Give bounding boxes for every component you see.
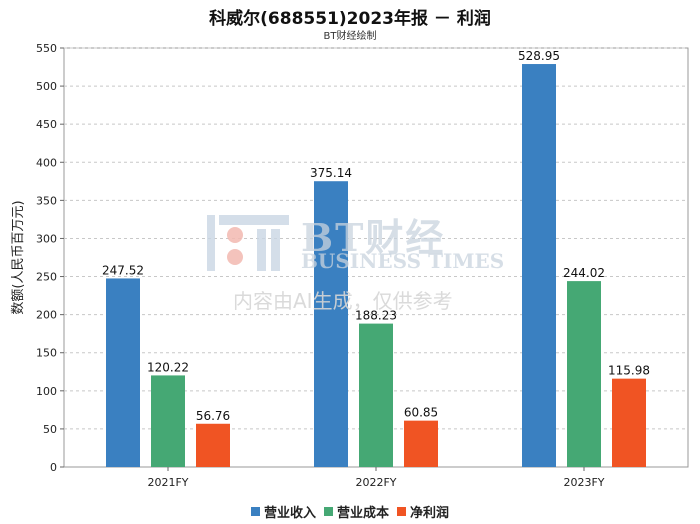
y-tick-label: 0 — [50, 461, 57, 474]
y-tick-label: 550 — [36, 42, 57, 55]
y-tick-label: 350 — [36, 194, 57, 207]
chart-subtitle: BT财经绘制 — [323, 31, 377, 42]
legend-item: 净利润 — [397, 502, 449, 521]
bar — [151, 375, 185, 467]
y-tick-label: 250 — [36, 271, 57, 284]
y-tick-label: 100 — [36, 385, 57, 398]
bar — [612, 378, 646, 467]
legend-item: 营业收入 — [250, 502, 316, 521]
bar-value-label: 60.85 — [404, 406, 438, 420]
bar-value-label: 120.22 — [147, 360, 189, 374]
x-tick-label: 2023FY — [563, 476, 604, 489]
legend-swatch — [250, 507, 260, 516]
bar — [404, 420, 438, 467]
legend-label: 营业收入 — [263, 506, 316, 521]
y-tick-label: 200 — [36, 309, 57, 322]
bar — [196, 423, 230, 467]
bar-value-label: 115.98 — [608, 364, 650, 378]
bar-value-label: 247.52 — [102, 263, 144, 277]
y-axis-label: 数额(人民币百万元) — [11, 200, 26, 314]
y-tick-label: 50 — [43, 423, 57, 436]
legend-label: 营业成本 — [336, 506, 389, 521]
bar-value-label: 244.02 — [563, 266, 605, 280]
y-tick-label: 450 — [36, 118, 57, 131]
bar — [359, 323, 393, 467]
chart-legend: 营业收入 营业成本 净利润 — [0, 502, 700, 521]
x-tick-label: 2022FY — [355, 476, 396, 489]
y-tick-label: 400 — [36, 156, 57, 169]
bar-value-label: 56.76 — [196, 409, 230, 423]
y-tick-label: 150 — [36, 347, 57, 360]
bar-value-label: 188.23 — [355, 309, 397, 323]
legend-item: 营业成本 — [323, 502, 389, 521]
x-tick-label: 2021FY — [147, 476, 188, 489]
bar-value-label: 528.95 — [518, 49, 560, 63]
bar — [522, 64, 556, 468]
bar — [106, 278, 140, 467]
legend-swatch — [397, 507, 406, 516]
legend-swatch — [323, 507, 333, 516]
chart-title: 科威尔(688551)2023年报 － 利润 — [209, 9, 491, 29]
bar-value-label: 375.14 — [310, 166, 352, 180]
legend-label: 净利润 — [410, 506, 450, 521]
bar — [567, 281, 601, 467]
bar — [314, 181, 348, 467]
y-tick-label: 300 — [36, 232, 57, 245]
y-tick-label: 500 — [36, 80, 57, 93]
